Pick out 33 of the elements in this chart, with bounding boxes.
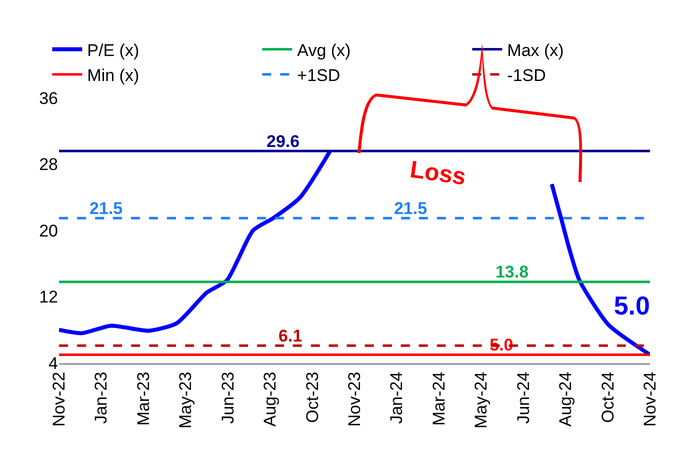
x-tick-label: Oct-24: [598, 372, 618, 423]
x-tick-label: Jun-24: [514, 372, 533, 424]
annotation: Loss: [408, 156, 468, 191]
x-tick-label: Aug-24: [556, 372, 576, 427]
legend-label: Max (x): [507, 40, 564, 60]
y-tick-label: 36: [39, 88, 58, 108]
y-tick-label: 28: [39, 155, 58, 174]
legend-label: P/E (x): [87, 40, 140, 60]
data-label: 21.5: [394, 198, 428, 218]
x-tick-label: Nov-22: [50, 372, 69, 427]
y-tick-label: 20: [39, 221, 58, 240]
data-label: 13.8: [495, 262, 529, 282]
legend-label: +1SD: [297, 66, 340, 85]
legend-label: Min (x): [87, 66, 140, 85]
x-tick-label: May-24: [472, 372, 491, 428]
x-tick-label: Mar-24: [429, 372, 448, 426]
legend-label: -1SD: [507, 66, 546, 85]
x-tick-label: Mar-23: [134, 372, 153, 426]
y-tick-label: 4: [48, 354, 58, 373]
x-tick-label: Jun-23: [218, 372, 238, 424]
x-tick-label: Jan-24: [387, 372, 406, 424]
y-tick-label: 12: [39, 288, 58, 307]
x-tick-label: Aug-23: [260, 372, 280, 427]
x-tick-label: Oct-23: [302, 372, 322, 423]
data-label: 6.1: [278, 326, 302, 346]
data-label: 29.6: [266, 132, 300, 151]
legend-label: Avg (x): [297, 40, 351, 60]
x-tick-label: May-23: [176, 372, 196, 428]
data-label: 21.5: [90, 198, 123, 218]
x-tick-label: Nov-24: [640, 372, 660, 427]
x-tick-label: Jan-23: [92, 372, 111, 424]
x-tick-label: Nov-23: [345, 372, 364, 427]
data-label: 5.0: [614, 290, 650, 320]
